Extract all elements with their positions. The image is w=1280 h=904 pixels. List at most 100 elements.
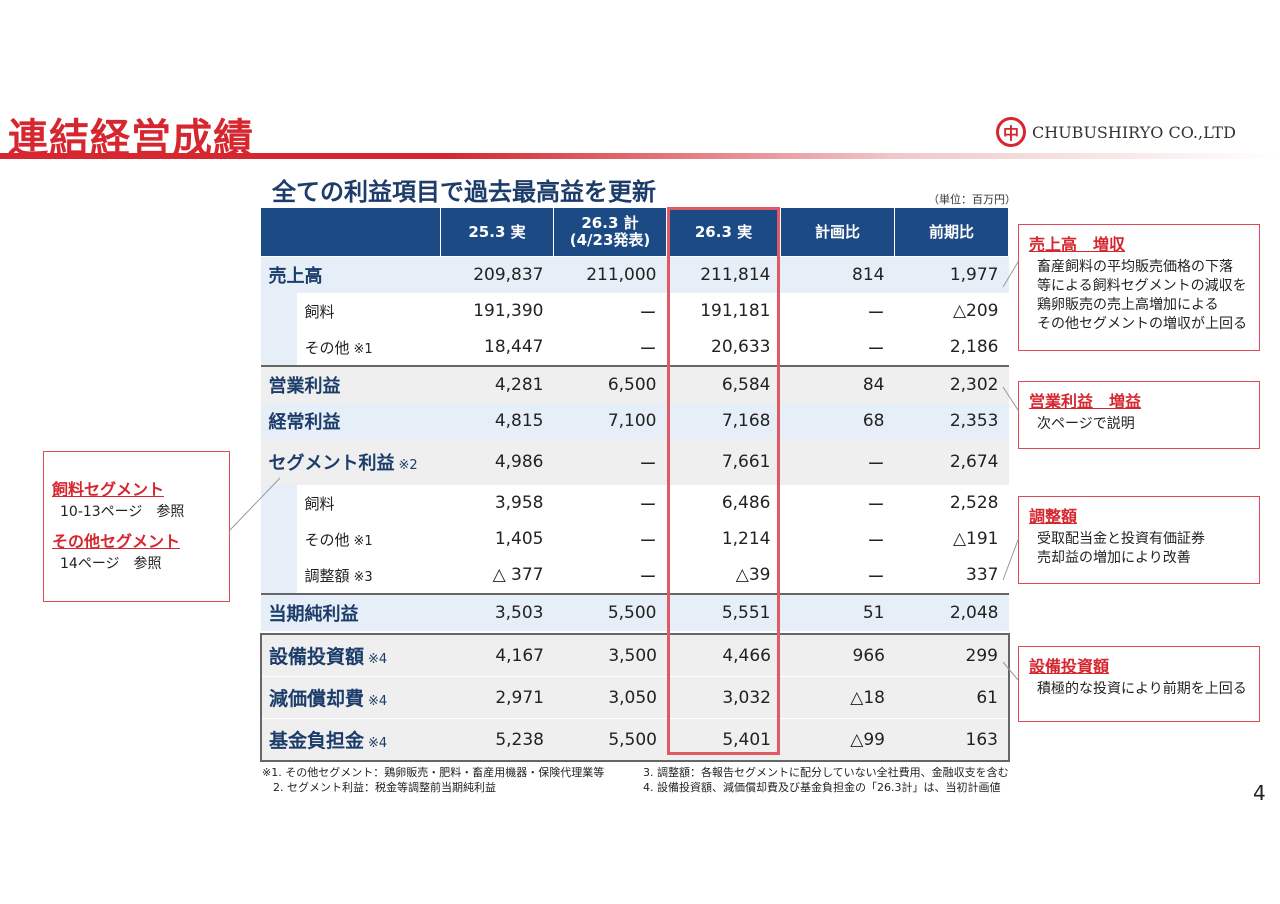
value-cell: 7,661	[666, 439, 781, 485]
footnote: 4. 設備投資額、減価償却費及び基金負担金の「26.3計」は、当初計画値	[643, 781, 1001, 794]
footnotes-left: ※1. その他セグメント：鶏卵販売・肥料・畜産用機器・保険代理業等 2. セグメ…	[262, 765, 604, 795]
value-cell: 7,168	[666, 403, 781, 439]
table-row-depreciation: 減価償却費 ※4 2,971 3,050 3,032 △18 61	[261, 676, 1009, 719]
row-label-text: 飼料	[304, 494, 335, 513]
value-cell: 3,503	[440, 593, 554, 631]
value-cell: 4,986	[440, 439, 554, 485]
callout-other-segment-ref: 14ページ 参照	[60, 556, 162, 572]
callout-sales-line: その他セグメントの増収が上回る	[1037, 316, 1247, 332]
footnote-mark: ※3	[353, 569, 373, 585]
value-cell: 61	[895, 676, 1009, 719]
value-cell: 2,528	[894, 485, 1009, 521]
value-cell: 2,048	[894, 593, 1009, 631]
footnotes-right: 3. 調整額：各報告セグメントに配分していない全社費用、金融収支を含む 4. 設…	[643, 765, 1009, 795]
footnote-mark: ※1	[353, 341, 373, 357]
table-row-ordinary-profit: 経常利益 4,815 7,100 7,168 68 2,353	[260, 403, 1009, 439]
value-cell: 5,401	[667, 718, 781, 762]
value-cell: ー	[780, 557, 895, 594]
value-cell: 7,100	[553, 403, 667, 439]
row-label-text: 調整額	[304, 566, 350, 585]
value-cell: 2,674	[894, 439, 1009, 485]
slide-subtitle: 全ての利益項目で過去最高益を更新	[272, 178, 656, 206]
value-cell: ー	[553, 485, 667, 521]
value-cell: 211,000	[553, 256, 667, 293]
value-cell: 84	[780, 365, 895, 403]
row-label-text: 営業利益	[268, 376, 341, 397]
row-label: 当期純利益	[260, 593, 441, 631]
callout-adjustment: 調整額 受取配当金と投資有価証券 売却益の増加により改善	[1018, 496, 1260, 584]
row-label: 営業利益	[260, 365, 441, 403]
callout-sales-head: 売上高 増収	[1029, 235, 1126, 254]
value-cell: 337	[894, 557, 1009, 594]
value-cell: 4,466	[667, 634, 781, 677]
value-cell: 209,837	[440, 256, 554, 293]
row-label: 設備投資額 ※4	[261, 634, 441, 677]
value-cell: 3,500	[554, 634, 667, 677]
callout-sales-line: 等による飼料セグメントの減収を	[1037, 278, 1247, 294]
value-cell: 3,050	[554, 676, 667, 719]
table-row-segment-adjustment: 調整額 ※3 △ 377 ー △39 ー 337	[260, 557, 1009, 594]
footnote: ※1. その他セグメント：鶏卵販売・肥料・畜産用機器・保険代理業等	[262, 766, 605, 779]
row-label-text: 基金負担金	[269, 730, 365, 752]
row-label-text: 当期純利益	[268, 604, 359, 625]
value-cell: △191	[894, 521, 1009, 557]
row-label: セグメント利益 ※2	[260, 439, 441, 485]
table-row-fund-contribution: 基金負担金 ※4 5,238 5,500 5,401 △99 163	[261, 718, 1009, 762]
value-cell: 4,281	[440, 365, 554, 403]
row-label: 売上高	[260, 256, 441, 293]
header-vs-prev: 前期比	[894, 207, 1009, 257]
callout-operating-profit: 営業利益 増益 次ページで説明	[1018, 381, 1260, 449]
header-fy26-actual: 26.3 実	[666, 207, 781, 257]
callout-capex-head: 設備投資額	[1029, 657, 1110, 676]
value-cell: ー	[553, 439, 667, 485]
unit-label: （単位：百万円）	[928, 193, 1016, 206]
row-label: 基金負担金 ※4	[261, 718, 441, 762]
table-row-sales-feed: 飼料 191,390 ー 191,181 ー △209	[260, 293, 1009, 329]
value-cell: 18,447	[440, 329, 554, 366]
footnote: 2. セグメント利益：税金等調整前当期純利益	[262, 781, 496, 794]
row-label: 経常利益	[260, 403, 441, 439]
callout-sales-line: 畜産飼料の平均販売価格の下落	[1037, 259, 1233, 275]
value-cell: 6,486	[666, 485, 781, 521]
row-label: その他 ※1	[260, 521, 441, 557]
callout-capex-line: 積極的な投資により前期を上回る	[1037, 681, 1247, 697]
value-cell: 299	[895, 634, 1009, 677]
value-cell: △39	[666, 557, 781, 594]
value-cell: 211,814	[666, 256, 781, 293]
investment-table: 設備投資額 ※4 4,167 3,500 4,466 966 299 減価償却費 ※4 2,971…	[260, 633, 1010, 762]
table-row-segment-feed: 飼料 3,958 ー 6,486 ー 2,528	[260, 485, 1009, 521]
value-cell: 4,167	[441, 634, 554, 677]
value-cell: △ 377	[440, 557, 554, 594]
value-cell: 1,405	[440, 521, 554, 557]
row-label-text: 売上高	[268, 266, 323, 287]
header-blank	[260, 207, 441, 257]
footnote-mark: ※2	[398, 458, 418, 473]
table-row-capex: 設備投資額 ※4 4,167 3,500 4,466 966 299	[261, 634, 1009, 677]
row-label: 減価償却費 ※4	[261, 676, 441, 719]
value-cell: ー	[780, 485, 895, 521]
footnote-mark: ※4	[368, 736, 388, 751]
callout-adj-line: 売却益の増加により改善	[1037, 550, 1191, 566]
table-row-net-income: 当期純利益 3,503 5,500 5,551 51 2,048	[260, 593, 1009, 631]
row-label: 飼料	[260, 293, 441, 329]
table-header-row: 25.3 実 26.3 計 (4/23発表) 26.3 実 計画比 前期比	[260, 207, 1009, 257]
value-cell: ー	[553, 557, 667, 594]
callout-sales: 売上高 増収 畜産飼料の平均販売価格の下落 等による飼料セグメントの減収を 鶏卵…	[1018, 224, 1260, 351]
footnote: 3. 調整額：各報告セグメントに配分していない全社費用、金融収支を含む	[643, 766, 1009, 779]
value-cell: 191,181	[666, 293, 781, 329]
value-cell: 20,633	[666, 329, 781, 366]
row-label-text: 経常利益	[268, 412, 341, 433]
value-cell: △209	[894, 293, 1009, 329]
callout-sales-line: 鶏卵販売の売上高増加による	[1037, 297, 1219, 313]
row-label-text: 減価償却費	[269, 688, 365, 710]
row-label-text: セグメント利益	[268, 453, 395, 474]
row-label-text: その他	[304, 530, 350, 549]
value-cell: 5,500	[553, 593, 667, 631]
value-cell: 3,032	[667, 676, 781, 719]
value-cell: 2,353	[894, 403, 1009, 439]
value-cell: ー	[553, 293, 667, 329]
value-cell: ー	[780, 521, 895, 557]
callout-feed-segment-head: 飼料セグメント	[52, 480, 165, 499]
value-cell: 2,971	[441, 676, 554, 719]
callout-adj-head: 調整額	[1029, 507, 1078, 526]
